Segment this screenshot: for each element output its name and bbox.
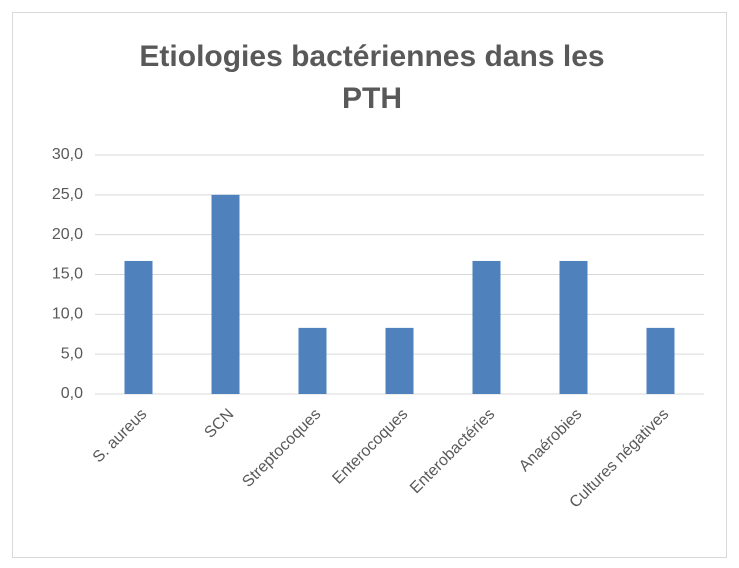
bar: [298, 327, 327, 394]
y-tick-label: 25,0: [52, 186, 83, 203]
chart-title: Etiologies bactériennes dans les PTH: [139, 40, 605, 115]
bar: [385, 327, 414, 394]
bar: [559, 260, 588, 394]
bar: [124, 260, 153, 394]
y-tick-label: 10,0: [52, 306, 83, 323]
y-tick-label: 30,0: [52, 146, 83, 163]
y-tick-label: 15,0: [52, 266, 83, 283]
y-tick-label: 0,0: [61, 385, 83, 402]
y-tick-label: 5,0: [61, 345, 83, 362]
bar: [472, 260, 501, 394]
bar: [211, 194, 240, 394]
bar: [646, 327, 675, 394]
y-tick-label: 20,0: [52, 226, 83, 243]
